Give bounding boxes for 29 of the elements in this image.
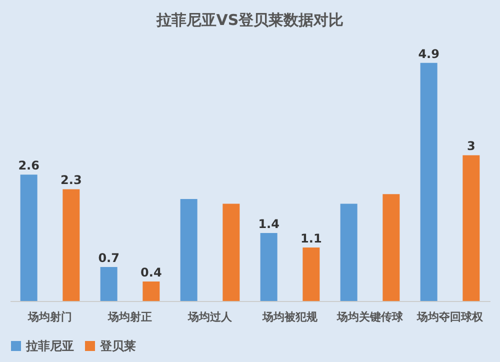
bar <box>340 204 358 301</box>
chart-title: 拉菲尼亚VS登贝莱数据对比 <box>155 10 344 29</box>
bar <box>222 204 240 301</box>
data-label: 2.3 <box>60 173 82 188</box>
bar <box>62 189 80 301</box>
bar <box>382 194 400 301</box>
data-label: 0.4 <box>140 266 162 280</box>
bar <box>180 198 198 301</box>
bar <box>302 248 320 301</box>
x-tick-label: 场均被犯规 <box>262 310 318 324</box>
legend-label: 拉菲尼亚 <box>25 339 74 353</box>
x-tick-label: 场均射正 <box>107 310 152 324</box>
x-tick-label: 场均夺回球权 <box>416 310 484 324</box>
bar <box>420 62 438 301</box>
bar <box>142 282 160 301</box>
bar <box>260 232 278 301</box>
x-tick-label: 场均关键传球 <box>336 310 404 324</box>
bar <box>100 266 118 301</box>
data-label: 3 <box>466 139 476 154</box>
x-tick-label: 场均射门 <box>27 310 72 324</box>
data-label: 2.6 <box>18 158 40 173</box>
data-label: 4.9 <box>418 46 440 61</box>
bar <box>20 174 38 301</box>
data-label: 1.4 <box>258 216 280 231</box>
bar <box>462 155 480 301</box>
data-label: 1.1 <box>300 232 322 246</box>
data-label: 0.7 <box>98 250 120 265</box>
legend-label: 登贝莱 <box>99 339 136 353</box>
x-tick-label: 场均过人 <box>187 310 233 324</box>
